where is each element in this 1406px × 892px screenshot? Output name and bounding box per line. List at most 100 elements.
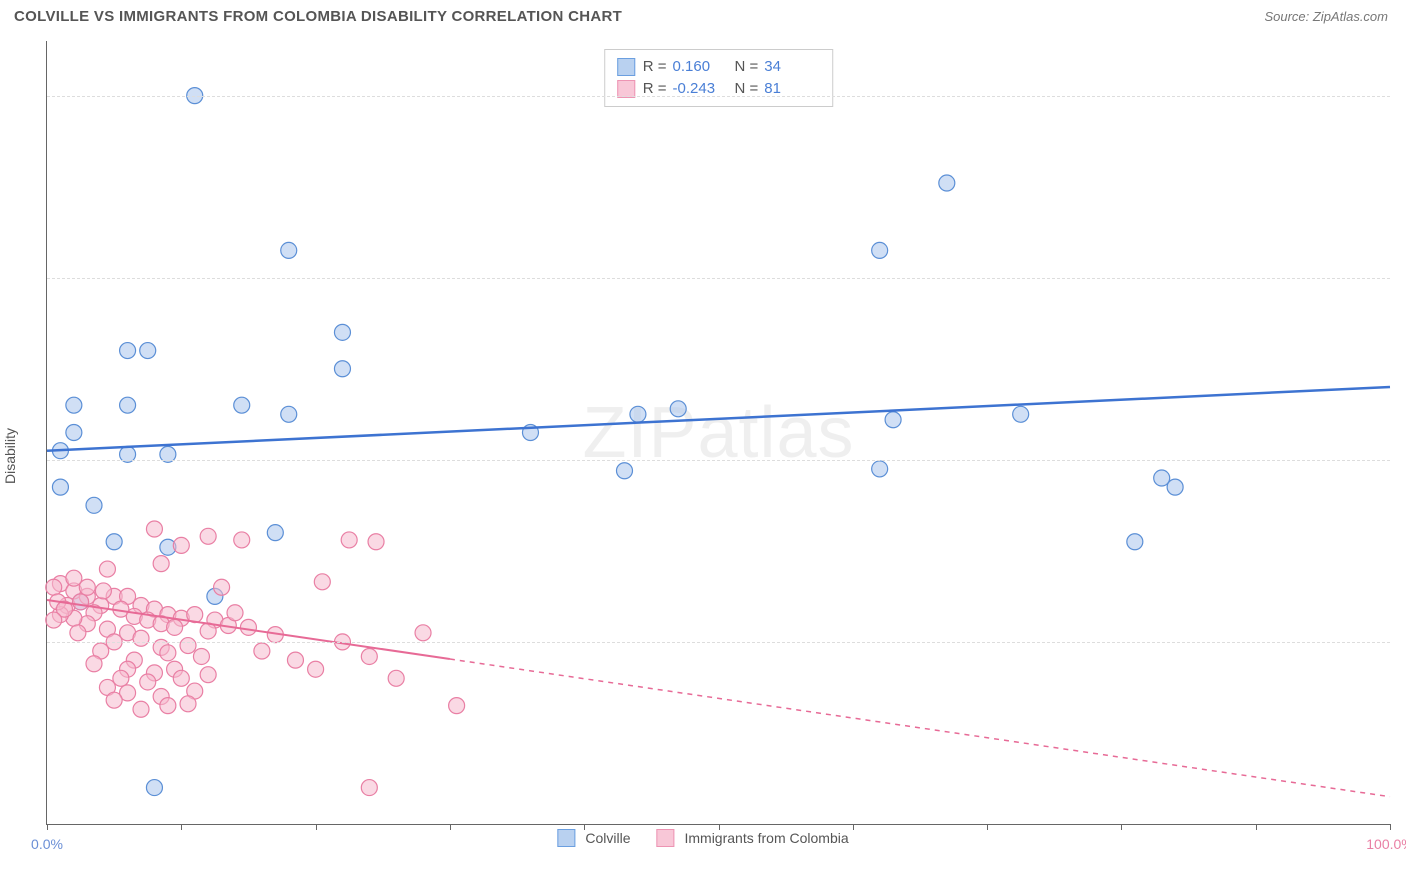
legend-label-0: Colville bbox=[585, 830, 630, 846]
scatter-point bbox=[153, 556, 169, 572]
source-credit: Source: ZipAtlas.com bbox=[1264, 9, 1388, 24]
legend-r-value-0: 0.160 bbox=[673, 56, 729, 78]
scatter-point bbox=[267, 525, 283, 541]
scatter-point bbox=[388, 670, 404, 686]
scatter-point bbox=[308, 661, 324, 677]
plot-svg bbox=[47, 41, 1390, 824]
scatter-point bbox=[281, 406, 297, 422]
gridline-h bbox=[47, 278, 1390, 279]
trend-line-dashed bbox=[450, 659, 1390, 797]
source-link[interactable]: ZipAtlas.com bbox=[1313, 9, 1388, 24]
scatter-point bbox=[106, 534, 122, 550]
y-tick-label: 10.0% bbox=[1396, 634, 1406, 650]
scatter-point bbox=[1167, 479, 1183, 495]
scatter-point bbox=[86, 497, 102, 513]
x-tick bbox=[47, 824, 48, 830]
scatter-point bbox=[133, 701, 149, 717]
x-tick bbox=[450, 824, 451, 830]
scatter-point bbox=[173, 537, 189, 553]
scatter-point bbox=[872, 461, 888, 477]
scatter-point bbox=[368, 534, 384, 550]
x-tick bbox=[853, 824, 854, 830]
scatter-point bbox=[234, 397, 250, 413]
scatter-point bbox=[1013, 406, 1029, 422]
scatter-point bbox=[146, 521, 162, 537]
legend-stats-row-1: R = -0.243 N = 81 bbox=[617, 78, 821, 100]
legend-n-value-1: 81 bbox=[764, 78, 820, 100]
legend-r-value-1: -0.243 bbox=[673, 78, 729, 100]
legend-stats-row-0: R = 0.160 N = 34 bbox=[617, 56, 821, 78]
chart-title: COLVILLE VS IMMIGRANTS FROM COLOMBIA DIS… bbox=[14, 8, 622, 25]
scatter-point bbox=[73, 594, 89, 610]
x-tick bbox=[1390, 824, 1391, 830]
scatter-point bbox=[630, 406, 646, 422]
plot-wrap: Disability ZIPatlas R = 0.160 N = 34 R =… bbox=[0, 31, 1406, 881]
legend-r-label: R = bbox=[643, 56, 667, 78]
plot-area: ZIPatlas R = 0.160 N = 34 R = -0.243 N =… bbox=[46, 41, 1390, 825]
scatter-point bbox=[86, 656, 102, 672]
scatter-point bbox=[106, 692, 122, 708]
legend-n-value-0: 34 bbox=[764, 56, 820, 78]
x-tick-label: 100.0% bbox=[1366, 836, 1406, 852]
y-tick-label: 30.0% bbox=[1396, 270, 1406, 286]
scatter-point bbox=[334, 361, 350, 377]
x-tick bbox=[1121, 824, 1122, 830]
scatter-point bbox=[66, 397, 82, 413]
scatter-point bbox=[140, 674, 156, 690]
scatter-point bbox=[334, 324, 350, 340]
scatter-point bbox=[167, 619, 183, 635]
scatter-point bbox=[287, 652, 303, 668]
scatter-point bbox=[95, 583, 111, 599]
scatter-point bbox=[449, 698, 465, 714]
scatter-point bbox=[140, 343, 156, 359]
scatter-point bbox=[1127, 534, 1143, 550]
x-tick bbox=[987, 824, 988, 830]
legend-swatch-0 bbox=[617, 58, 635, 76]
legend-item-1: Immigrants from Colombia bbox=[656, 829, 848, 847]
chart-container: COLVILLE VS IMMIGRANTS FROM COLOMBIA DIS… bbox=[0, 0, 1406, 892]
scatter-point bbox=[361, 780, 377, 796]
legend-r-label: R = bbox=[643, 78, 667, 100]
scatter-point bbox=[939, 175, 955, 191]
scatter-point bbox=[415, 625, 431, 641]
scatter-point bbox=[120, 343, 136, 359]
scatter-point bbox=[872, 242, 888, 258]
gridline-h bbox=[47, 460, 1390, 461]
scatter-point bbox=[234, 532, 250, 548]
legend-stats: R = 0.160 N = 34 R = -0.243 N = 81 bbox=[604, 49, 834, 107]
gridline-h bbox=[47, 96, 1390, 97]
scatter-point bbox=[173, 670, 189, 686]
scatter-point bbox=[160, 645, 176, 661]
scatter-point bbox=[79, 579, 95, 595]
legend-swatch-1b bbox=[656, 829, 674, 847]
gridline-h bbox=[47, 642, 1390, 643]
legend-n-label: N = bbox=[735, 78, 759, 100]
legend-series: Colville Immigrants from Colombia bbox=[557, 829, 848, 847]
scatter-point bbox=[361, 648, 377, 664]
scatter-point bbox=[193, 648, 209, 664]
scatter-point bbox=[670, 401, 686, 417]
scatter-point bbox=[254, 643, 270, 659]
scatter-point bbox=[885, 412, 901, 428]
scatter-point bbox=[180, 696, 196, 712]
x-tick bbox=[316, 824, 317, 830]
scatter-point bbox=[616, 463, 632, 479]
scatter-point bbox=[120, 397, 136, 413]
legend-item-0: Colville bbox=[557, 829, 630, 847]
title-bar: COLVILLE VS IMMIGRANTS FROM COLOMBIA DIS… bbox=[0, 0, 1406, 31]
legend-n-label: N = bbox=[735, 56, 759, 78]
scatter-point bbox=[70, 625, 86, 641]
scatter-point bbox=[200, 528, 216, 544]
y-tick-label: 20.0% bbox=[1396, 452, 1406, 468]
scatter-point bbox=[227, 605, 243, 621]
scatter-point bbox=[99, 561, 115, 577]
legend-swatch-0b bbox=[557, 829, 575, 847]
scatter-point bbox=[180, 638, 196, 654]
x-tick bbox=[1256, 824, 1257, 830]
x-tick bbox=[181, 824, 182, 830]
scatter-point bbox=[146, 780, 162, 796]
source-prefix: Source: bbox=[1264, 9, 1312, 24]
x-tick-label: 0.0% bbox=[31, 836, 63, 852]
legend-label-1: Immigrants from Colombia bbox=[684, 830, 848, 846]
y-axis-label: Disability bbox=[2, 428, 18, 484]
